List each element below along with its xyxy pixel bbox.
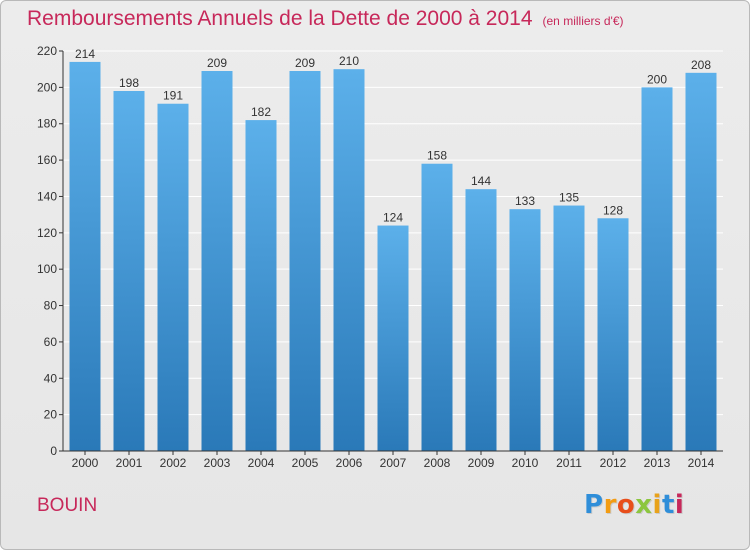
y-tick-label: 180: [37, 117, 57, 131]
bar-2009: [465, 189, 497, 451]
value-label: 182: [251, 105, 271, 119]
y-tick-label: 20: [44, 408, 58, 422]
logo-letter: i: [652, 490, 662, 520]
logo-letter: P: [584, 490, 604, 520]
y-tick-label: 100: [37, 262, 57, 276]
y-tick-label: 120: [37, 226, 57, 240]
logo-letter: i: [674, 490, 685, 520]
bar-2005: [289, 71, 321, 451]
bar-2014: [685, 72, 717, 452]
value-label: 124: [383, 211, 403, 225]
bar-2013: [641, 87, 673, 451]
axes: [59, 50, 723, 455]
x-tick-label: 2005: [292, 456, 319, 470]
value-label: 133: [515, 194, 535, 208]
value-label: 135: [559, 191, 579, 205]
bar-2012: [597, 218, 629, 451]
x-tick-label: 2007: [380, 456, 407, 470]
bar-2001: [113, 91, 145, 451]
y-tick-label: 40: [44, 371, 58, 385]
value-label: 209: [295, 56, 315, 70]
logo-letter: r: [603, 490, 617, 520]
y-tick-label: 0: [50, 444, 57, 458]
x-tick-label: 2011: [556, 456, 582, 470]
x-tick-label: 2014: [688, 456, 715, 470]
x-tick-label: 2003: [204, 456, 231, 470]
commune-name: BOUIN: [37, 495, 98, 516]
bar-2002: [157, 103, 189, 452]
value-label: 191: [163, 89, 183, 103]
x-tick-label: 2002: [160, 456, 187, 470]
x-tick-label: 2012: [600, 456, 627, 470]
y-tick-label: 200: [37, 80, 57, 94]
value-label: 198: [119, 76, 139, 90]
proxiti-logo: Proxiti: [584, 490, 684, 520]
y-tick-label: 60: [44, 335, 58, 349]
x-tick-label: 2004: [248, 456, 275, 470]
x-tick-label: 2000: [72, 456, 99, 470]
x-tick-label: 2006: [336, 456, 363, 470]
value-labels: 214 198 191 209 182 209 210 124 158 144 133 135 128 2…: [75, 47, 711, 225]
bar-2010: [509, 209, 541, 451]
value-label: 128: [603, 203, 623, 217]
y-tick-label: 220: [37, 44, 57, 58]
title-main: Remboursements Annuels de la Dette de 20…: [27, 7, 533, 30]
x-tick-label: 2013: [644, 456, 671, 470]
logo-letter: x: [635, 490, 653, 520]
x-tick-label: 2008: [424, 456, 451, 470]
x-tick-label: 2009: [468, 456, 495, 470]
y-tick-label: 160: [37, 153, 57, 167]
bar-2000: [69, 61, 101, 452]
value-label: 158: [427, 149, 447, 163]
y-tick-labels: 0 20 40 60 80 100 120 140 160 180 200 220: [37, 44, 57, 458]
logo-letter: o: [616, 490, 636, 520]
bar-2007: [377, 225, 409, 451]
bar-2011: [553, 205, 585, 451]
title-unit: (en milliers d'€): [542, 14, 624, 28]
value-label: 209: [207, 56, 227, 70]
bars: [69, 61, 717, 452]
bar-2008: [421, 163, 453, 451]
bar-2003: [201, 71, 233, 451]
x-tick-label: 2001: [116, 456, 143, 470]
y-tick-label: 140: [37, 189, 57, 203]
x-tick-label: 2010: [512, 456, 539, 470]
y-tick-label: 80: [44, 299, 58, 313]
chart-title: Remboursements Annuels de la Dette de 20…: [27, 7, 624, 31]
value-label: 214: [75, 47, 95, 61]
x-tick-labels: 2000 2001 2002 2003 2004 2005 2006 2007 2008 2009…: [72, 456, 715, 470]
bar-2006: [333, 69, 365, 451]
bar-2004: [245, 120, 277, 451]
value-label: 200: [647, 72, 667, 86]
value-label: 208: [691, 58, 711, 72]
value-label: 144: [471, 174, 491, 188]
logo-letter: t: [661, 490, 675, 520]
value-label: 210: [339, 54, 359, 68]
